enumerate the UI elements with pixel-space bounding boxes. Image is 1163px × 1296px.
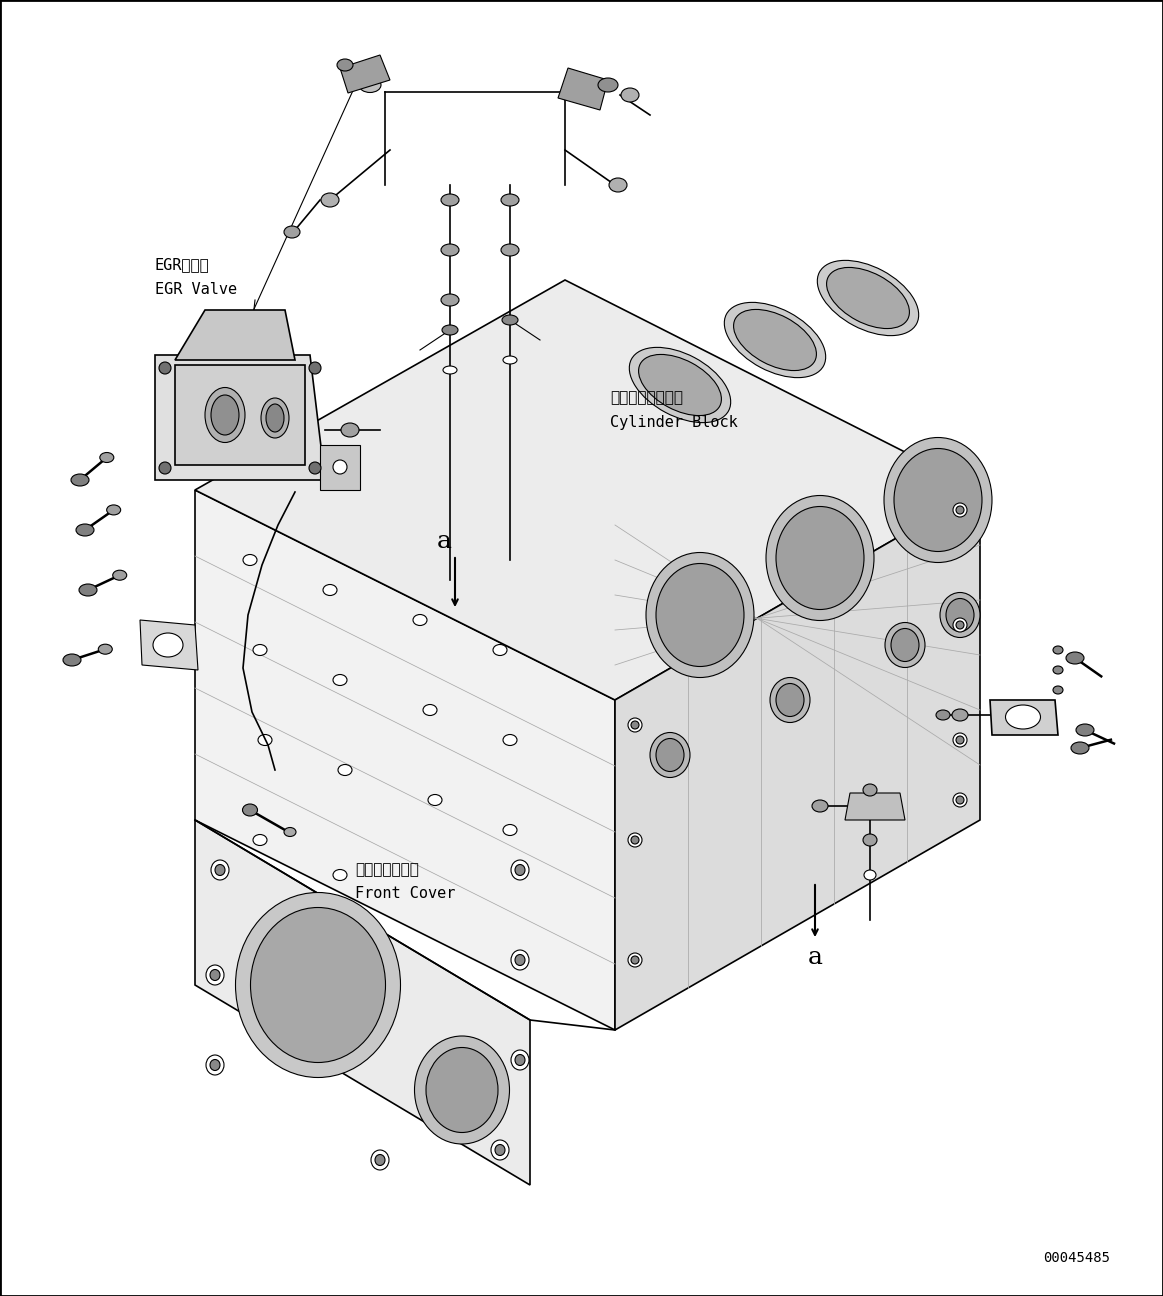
Ellipse shape (936, 710, 950, 721)
Ellipse shape (504, 735, 518, 745)
Ellipse shape (99, 644, 113, 654)
Ellipse shape (338, 765, 352, 775)
Ellipse shape (818, 260, 919, 336)
Ellipse shape (211, 969, 220, 981)
Ellipse shape (337, 60, 354, 71)
Ellipse shape (159, 362, 171, 375)
Ellipse shape (333, 870, 347, 880)
Ellipse shape (159, 461, 171, 474)
Ellipse shape (956, 505, 964, 515)
Ellipse shape (632, 956, 638, 964)
Polygon shape (990, 700, 1058, 735)
Text: 00045485: 00045485 (1043, 1251, 1110, 1265)
Ellipse shape (812, 800, 828, 813)
Ellipse shape (235, 893, 400, 1077)
Polygon shape (320, 445, 361, 490)
Ellipse shape (952, 503, 966, 517)
Ellipse shape (766, 495, 875, 621)
Ellipse shape (776, 507, 864, 609)
Ellipse shape (443, 365, 457, 375)
Polygon shape (340, 54, 390, 93)
Text: EGR Valve: EGR Valve (155, 283, 237, 298)
Polygon shape (195, 820, 530, 1185)
Ellipse shape (864, 870, 876, 880)
Polygon shape (140, 619, 198, 670)
Ellipse shape (511, 950, 529, 969)
Ellipse shape (863, 835, 877, 846)
Ellipse shape (650, 732, 690, 778)
Ellipse shape (321, 193, 338, 207)
Ellipse shape (504, 356, 518, 364)
Ellipse shape (205, 388, 245, 442)
Ellipse shape (638, 354, 721, 416)
Ellipse shape (632, 836, 638, 844)
Ellipse shape (266, 404, 284, 432)
Ellipse shape (426, 1047, 498, 1133)
Ellipse shape (946, 599, 973, 631)
Ellipse shape (284, 828, 297, 836)
Ellipse shape (341, 422, 359, 437)
Polygon shape (615, 490, 980, 1030)
Text: Cylinder Block: Cylinder Block (611, 415, 737, 429)
Ellipse shape (628, 718, 642, 732)
Ellipse shape (598, 78, 618, 92)
Ellipse shape (501, 244, 519, 257)
Ellipse shape (371, 1150, 388, 1170)
Ellipse shape (76, 524, 94, 537)
Text: フロントカバー: フロントカバー (355, 863, 419, 877)
Ellipse shape (423, 705, 437, 715)
Ellipse shape (428, 794, 442, 806)
Ellipse shape (309, 362, 321, 375)
Ellipse shape (502, 315, 518, 325)
Ellipse shape (891, 629, 919, 661)
Ellipse shape (568, 78, 588, 92)
Ellipse shape (243, 555, 257, 565)
Ellipse shape (656, 739, 684, 771)
Ellipse shape (952, 734, 966, 746)
Ellipse shape (491, 1140, 509, 1160)
Ellipse shape (333, 460, 347, 474)
Ellipse shape (952, 618, 966, 632)
Ellipse shape (1053, 666, 1063, 674)
Ellipse shape (770, 678, 809, 722)
Ellipse shape (956, 796, 964, 804)
Polygon shape (558, 67, 608, 110)
Ellipse shape (374, 1155, 385, 1165)
Ellipse shape (254, 644, 267, 656)
Polygon shape (174, 365, 305, 465)
Ellipse shape (243, 804, 257, 816)
Ellipse shape (250, 907, 385, 1063)
Polygon shape (195, 280, 980, 700)
Ellipse shape (884, 438, 992, 562)
Ellipse shape (1053, 686, 1063, 693)
Ellipse shape (284, 226, 300, 238)
Ellipse shape (258, 735, 272, 745)
Ellipse shape (645, 552, 754, 678)
Ellipse shape (211, 1060, 220, 1070)
Polygon shape (155, 355, 324, 480)
Ellipse shape (1053, 645, 1063, 654)
Ellipse shape (1066, 652, 1084, 664)
Ellipse shape (254, 835, 267, 845)
Ellipse shape (442, 325, 458, 334)
Ellipse shape (261, 398, 288, 438)
Ellipse shape (656, 564, 744, 666)
Ellipse shape (628, 833, 642, 848)
Ellipse shape (1006, 705, 1041, 728)
Ellipse shape (211, 861, 229, 880)
Text: a: a (807, 946, 822, 969)
Ellipse shape (609, 178, 627, 192)
Ellipse shape (885, 622, 925, 667)
Ellipse shape (333, 674, 347, 686)
Ellipse shape (1076, 724, 1094, 736)
Text: Front Cover: Front Cover (355, 886, 456, 902)
Ellipse shape (501, 194, 519, 206)
Ellipse shape (63, 654, 81, 666)
Ellipse shape (113, 570, 127, 581)
Ellipse shape (79, 584, 97, 596)
Ellipse shape (725, 302, 826, 377)
Ellipse shape (511, 861, 529, 880)
Ellipse shape (504, 824, 518, 836)
Ellipse shape (206, 966, 224, 985)
